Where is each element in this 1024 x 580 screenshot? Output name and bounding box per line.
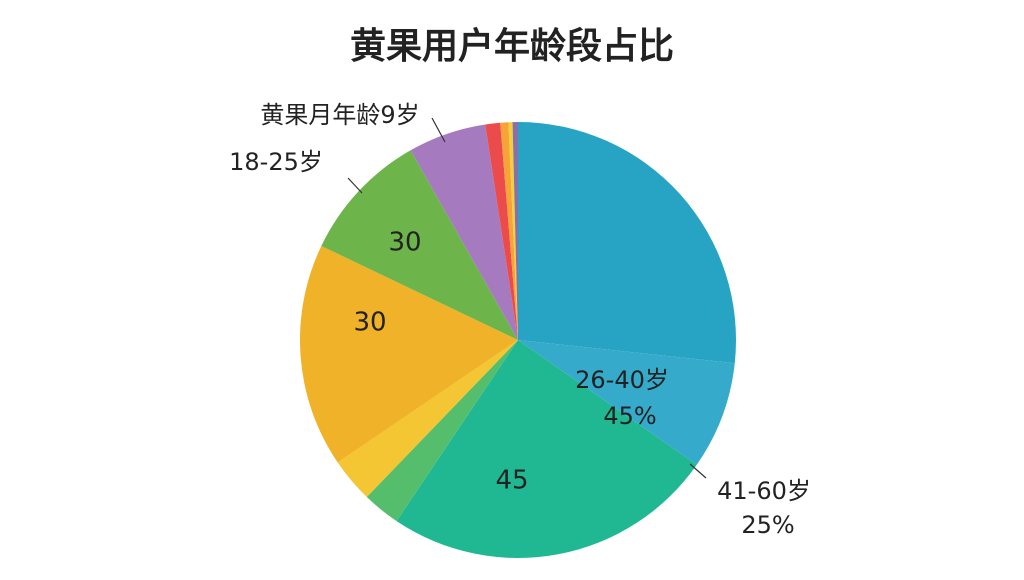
annotation: 41-60岁 bbox=[717, 477, 811, 505]
annotation: 30 bbox=[388, 228, 421, 258]
pie-slice bbox=[500, 122, 518, 341]
annotation: 26-40岁 bbox=[575, 366, 669, 394]
pie-slice bbox=[321, 150, 518, 340]
pie bbox=[300, 122, 736, 558]
pie-slice bbox=[300, 245, 518, 463]
annotation: 45% bbox=[603, 402, 656, 430]
pie-slice bbox=[518, 340, 735, 465]
annotation: 25% bbox=[741, 511, 794, 539]
chart-title: 黄果用户年龄段占比 bbox=[350, 26, 674, 67]
pie-slice bbox=[396, 340, 697, 558]
pie-slice bbox=[512, 122, 518, 340]
leader-line bbox=[347, 177, 363, 194]
annotation: 18-25岁 bbox=[229, 148, 323, 176]
pie-slice bbox=[518, 122, 736, 364]
annotation: 30 bbox=[353, 308, 386, 338]
pie-slice bbox=[337, 340, 518, 498]
pie-slice bbox=[485, 122, 518, 340]
pie-slice bbox=[410, 124, 518, 340]
pie-slice bbox=[508, 122, 518, 340]
annotation: 45 bbox=[495, 466, 528, 496]
annotation: 黄果月年龄9岁 bbox=[260, 101, 419, 129]
pie-slice bbox=[366, 340, 518, 522]
leader-line bbox=[689, 463, 707, 479]
leader-line bbox=[431, 117, 446, 143]
